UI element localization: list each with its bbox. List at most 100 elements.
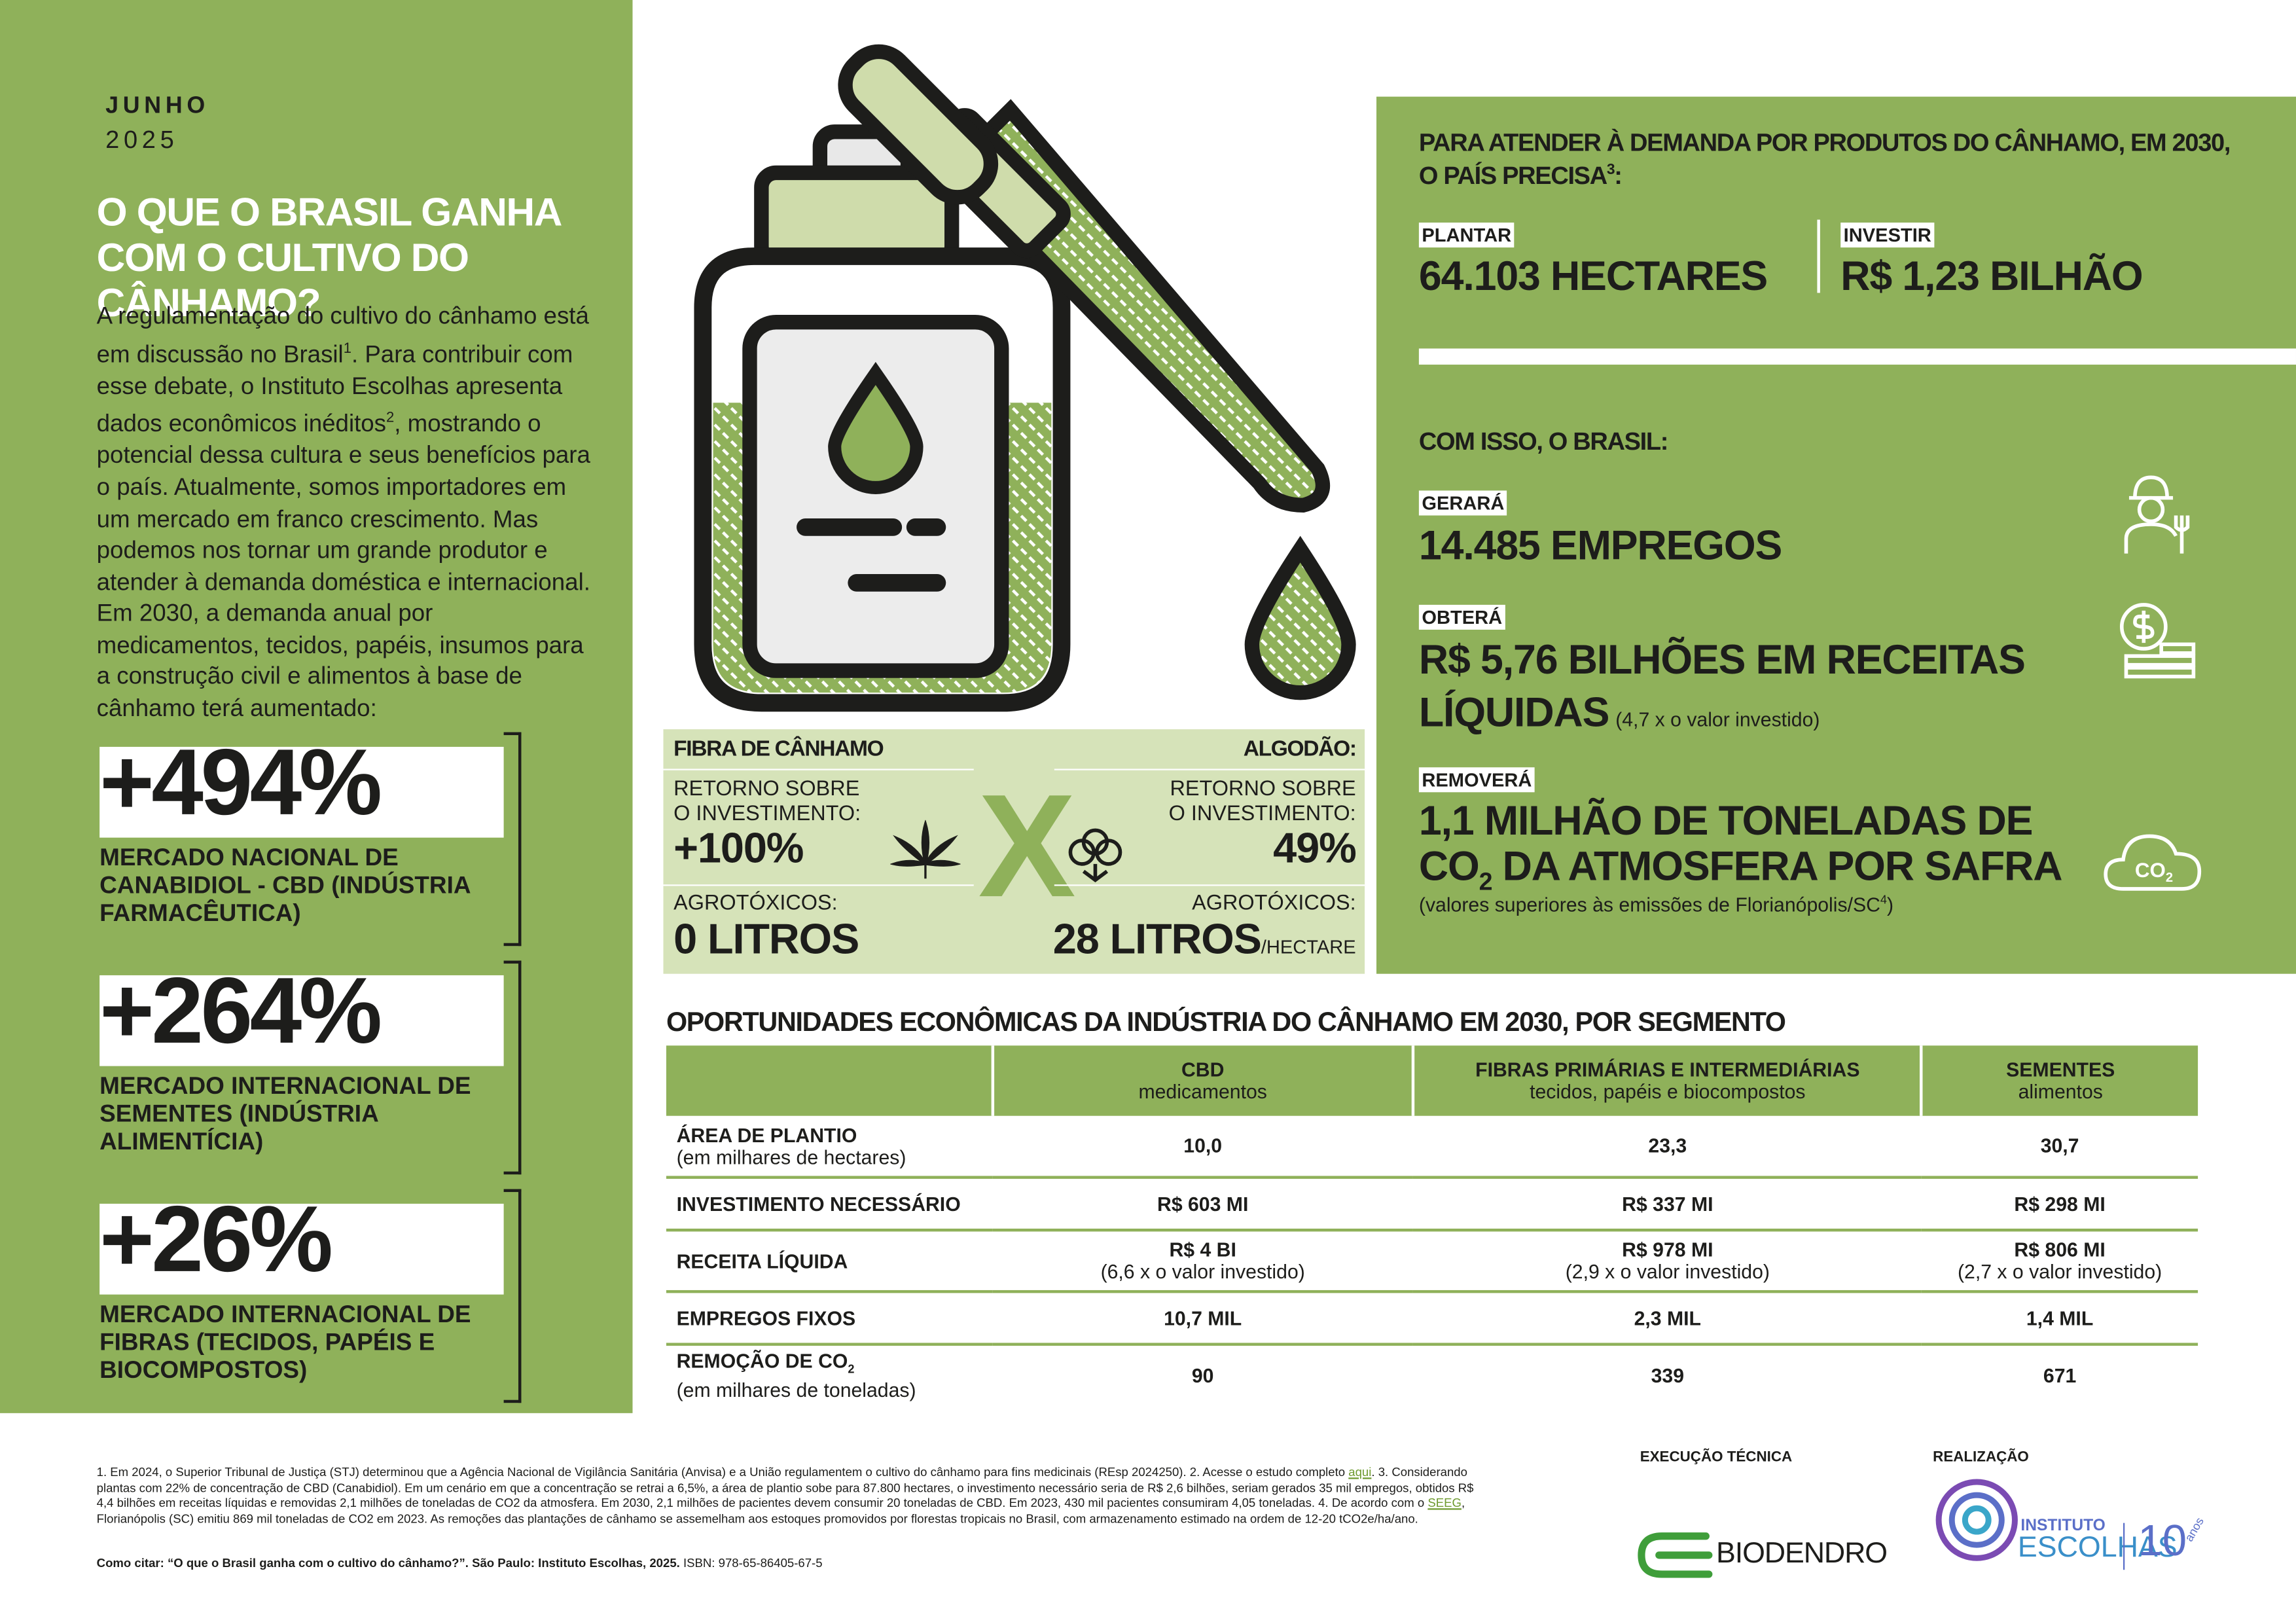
column-sub: medicamentos (1138, 1081, 1267, 1103)
cell-value: R$ 806 MI (2014, 1238, 2106, 1261)
hemp-icon (890, 820, 961, 879)
row-label: EMPREGOS FIXOS (666, 1291, 992, 1344)
row-name-text: INVESTIMENTO NECESSÁRIO (676, 1193, 961, 1215)
stat-value: +264% (99, 958, 382, 1064)
separator (1817, 219, 1820, 293)
intro-text: . Para contribuir com esse debate, o Ins… (96, 341, 573, 438)
row-name: REMOÇÃO DE CO2 (677, 1350, 991, 1380)
year: 2025 (105, 126, 179, 154)
comparison-right-title: ALGODÃO: (1243, 736, 1357, 762)
icon-text: CO (2135, 859, 2166, 882)
subscript: 2 (1479, 867, 1493, 896)
real-label: REALIZAÇÃO (1933, 1449, 2029, 1466)
removal-value: 1,1 MILHÃO DE TONELADAS DE CO2 DA ATMOSF… (1419, 798, 2108, 904)
table-cell: 23,3 (1414, 1116, 1922, 1178)
results-title: COM ISSO, O BRASIL: (1418, 427, 1669, 456)
footnotes: 1. Em 2024, o Superior Tribunal de Justi… (97, 1464, 1488, 1526)
stat: +26% MERCADO INTERNACIONAL DE FIBRAS (TEC… (99, 1186, 522, 1403)
row-name: ÁREA DE PLANTIO (677, 1124, 991, 1146)
revenue: R$ 5,76 BILHÕES EM RECEITAS LÍQUIDAS (4,… (1419, 637, 2063, 742)
cotton-icon (1068, 828, 1122, 883)
cell-value: 339 (1651, 1365, 1685, 1387)
versus: X (978, 764, 1076, 929)
cell-value: 90 (1191, 1365, 1214, 1387)
column-name: CBD (1181, 1058, 1225, 1081)
table-row: INVESTIMENTO NECESSÁRIO R$ 603 MI R$ 337 M… (666, 1178, 2198, 1231)
divider (1054, 884, 1365, 886)
bottle-illustration (694, 44, 1356, 712)
table-cell: R$ 603 MI (992, 1178, 1414, 1231)
note-text: (valores superiores às emissões de Flori… (1418, 893, 1880, 916)
cell-value: R$ 603 MI (1157, 1193, 1249, 1215)
pesticide-unit: /HECTARE (1261, 935, 1356, 958)
table-row: RECEITA LÍQUIDA R$ 4 BI (6,6 x o valor inv… (666, 1230, 2198, 1292)
footnote-text: 1. Em 2024, o Superior Tribunal de Justi… (96, 1464, 1349, 1479)
footnote-ref: 1 (343, 340, 351, 357)
note-text: ) (1887, 893, 1894, 916)
table-cell: 671 (1922, 1344, 2198, 1406)
stat-label: MERCADO INTERNACIONAL DE FIBRAS (TECIDOS… (99, 1301, 471, 1384)
table-cell: 1,4 MIL (1922, 1291, 2198, 1344)
footnote-ref: 4 (1880, 893, 1888, 907)
cell-note: (2,7 x o valor investido) (1957, 1261, 2162, 1283)
table-cell: R$ 298 MI (1922, 1178, 2198, 1231)
intro: A regulamentação do cultivo do cânhamo e… (97, 302, 602, 726)
cell-value: 10,7 MIL (1164, 1307, 1242, 1329)
exec-label: EXECUÇÃO TÉCNICA (1640, 1449, 1793, 1466)
cite-text: Como citar: “O que o Brasil ganha com o … (96, 1555, 680, 1570)
header-cell: SEMENTES alimentos (1922, 1045, 2198, 1115)
month: JUNHO (105, 94, 209, 119)
footnote-text: , Florianópolis (SC) emitiu 869 mil tone… (96, 1495, 1465, 1526)
segments-table: CBD medicamentos FIBRAS PRIMÁRIAS E INTERM… (666, 1045, 2198, 1405)
citation: Como citar: “O que o Brasil ganha com o … (97, 1555, 823, 1570)
cell-value: 10,0 (1183, 1134, 1223, 1157)
stat-bracket (503, 732, 522, 947)
removal-note: (valores superiores às emissões de Flori… (1419, 893, 1893, 916)
revenue-label: OBTERÁ (1418, 604, 1505, 630)
left-panel (0, 0, 633, 1413)
pesticide-value: 28 LITROS/HECTARE (1053, 916, 1356, 965)
invest-label: INVESTIR (1840, 223, 1935, 248)
plant-label: PLANTAR (1418, 223, 1515, 248)
roi-label: RETORNO SOBRE O INVESTIMENTO: (673, 777, 861, 826)
table-cell: R$ 806 MI (2,7 x o valor investido) (1922, 1230, 2198, 1291)
divider (1054, 768, 1365, 770)
table-cell: 10,0 (992, 1116, 1414, 1178)
co2-cloud-icon: CO2 (2104, 834, 2202, 891)
stat-value: +26% (99, 1186, 333, 1292)
cell-value: R$ 4 BI (1169, 1238, 1236, 1261)
study-link[interactable]: aqui (1348, 1464, 1372, 1479)
stat-bracket (503, 1189, 522, 1403)
removal-text: DA ATMOSFERA POR SAFRA (1492, 843, 2063, 889)
table-row: ÁREA DE PLANTIO (em milhares de hectares)… (666, 1116, 2198, 1178)
header-row: CBD medicamentos FIBRAS PRIMÁRIAS E INTERM… (666, 1045, 2198, 1116)
stat-backdrop (99, 1203, 504, 1295)
roi-value: 49% (1273, 825, 1357, 873)
table-cell: R$ 978 MI (2,9 x o valor investido) (1414, 1230, 1922, 1291)
cell-value: 2,3 MIL (1634, 1307, 1702, 1329)
biodendro-logo-mark (1638, 1532, 1713, 1578)
ten-years: 10 (2138, 1517, 2187, 1566)
footnote-ref: 3 (1606, 162, 1615, 179)
row-label: REMOÇÃO DE CO2 (em milhares de toneladas) (666, 1344, 992, 1406)
svg-text:CO2: CO2 (2135, 859, 2173, 885)
seeg-link[interactable]: SEEG (1427, 1495, 1462, 1510)
footnote-text: . 3. Considerando plantas com 22% de con… (96, 1464, 1474, 1510)
jobs-label: GERARÁ (1418, 490, 1507, 516)
money-icon (2119, 603, 2196, 679)
table-title: OPORTUNIDADES ECONÔMICAS DA INDÚSTRIA DO… (666, 1005, 1786, 1037)
row-label: ÁREA DE PLANTIO (em milhares de hectares) (666, 1116, 992, 1178)
pesticide-value: 0 LITROS (673, 916, 859, 964)
row-sublabel: (em milhares de toneladas) (676, 1380, 916, 1402)
pesticide-label: AGROTÓXICOS: (1192, 892, 1356, 916)
table-cell: 90 (992, 1344, 1414, 1406)
column-name: FIBRAS PRIMÁRIAS E INTERMEDIÁRIAS (1475, 1058, 1860, 1081)
stat: +494% MERCADO NACIONAL DE CANABIDIOL - CB… (99, 732, 522, 947)
cell-note: (2,9 x o valor investido) (1565, 1261, 1770, 1283)
divider (663, 768, 974, 770)
table-row: EMPREGOS FIXOS 10,7 MIL 2,3 MIL 1,4 MIL (666, 1291, 2198, 1344)
roi-label: RETORNO SOBRE O INVESTIMENTO: (1168, 777, 1356, 826)
escolhas-logo-mark (1935, 1479, 2018, 1561)
